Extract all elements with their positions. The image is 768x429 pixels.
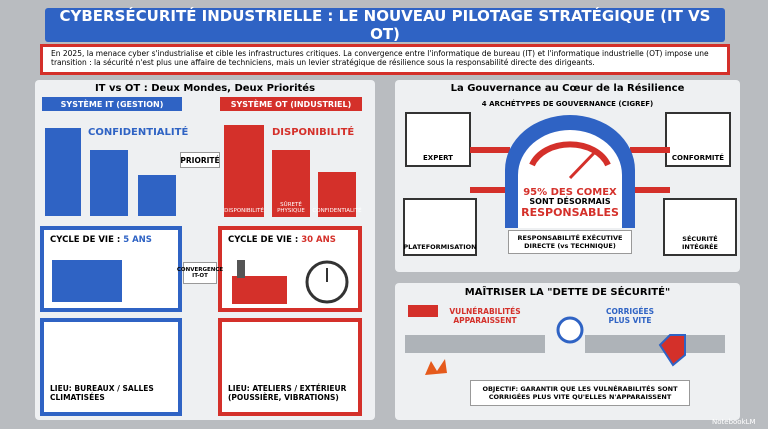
ot-location: LIEU: ATELIERS / EXTÉRIEUR (POUSSIÈRE, V… [218, 318, 362, 416]
factory-icon [232, 260, 349, 304]
intro: En 2025, la menace cyber s'industrialise… [40, 44, 730, 75]
lifecycle-label: CYCLE DE VIE : [228, 235, 299, 245]
lifecycle-text: CYCLE DE VIE : 30 ANS [228, 235, 358, 245]
location-text: LIEU: ATELIERS / EXTÉRIEUR (POUSSIÈRE, V… [228, 384, 347, 402]
archetype: EXPERT [405, 112, 471, 167]
ot-priority: DISPONIBILITÉ [272, 127, 355, 138]
it-block [90, 150, 128, 216]
priority-label: PRIORITÉ [180, 152, 220, 168]
archetype: PLATEFORMISATION [403, 198, 477, 256]
lifecycle-label: CYCLE DE VIE : [50, 235, 121, 245]
title: CYBERSÉCURITÉ INDUSTRIELLE : LE NOUVEAU … [45, 7, 725, 43]
gauge-text: 95% DES COMEX SONT DÉSORMAIS RESPONSABLE… [518, 182, 622, 224]
gauge-line: SONT DÉSORMAIS [529, 197, 611, 207]
archetype: SÉCURITÉ INTÉGRÉE [663, 198, 737, 256]
pipes [405, 305, 725, 375]
ot-block: DISPONIBILITÉ [224, 125, 264, 217]
caption: RESPONSABILITÉ EXÉCUTIVE DIRECTE (vs TEC… [508, 230, 632, 254]
location-text: LIEU: BUREAUX / SALLES CLIMATISÉES [50, 384, 154, 402]
ot-lifecycle: CYCLE DE VIE : 30 ANS [218, 226, 362, 312]
subtitle: 4 ARCHÉTYPES DE GOUVERNANCE (CIGREF) [481, 100, 654, 108]
ot-block: CONFIDENTIALITÉ [312, 172, 362, 217]
gauge [470, 115, 670, 228]
gauge-line: 95% DES COMEX [523, 186, 617, 198]
archetype: CONFORMITÉ [665, 112, 731, 167]
gauge-line: RESPONSABLES [521, 205, 619, 219]
panel-title: MAÎTRISER LA "DETTE DE SÉCURITÉ" [464, 286, 671, 298]
it-location: LIEU: BUREAUX / SALLES CLIMATISÉES [40, 318, 182, 416]
panel-title: IT vs OT : Deux Mondes, Deux Priorités [94, 82, 316, 94]
it-priority: CONFIDENTIALITÉ [88, 127, 189, 138]
lifecycle-text: CYCLE DE VIE : 5 ANS [50, 235, 178, 245]
debt-left: VULNÉRABILITÉS APPARAISSENT [449, 307, 521, 325]
footer-brand: NotebookLM [712, 418, 756, 426]
lifecycle-value: 30 ANS [301, 235, 336, 245]
it-block [45, 128, 81, 216]
ot-label: SYSTÈME OT (INDUSTRIEL) [220, 97, 362, 111]
panel-title: La Gouvernance au Cœur de la Résilience [450, 83, 685, 94]
convergence: CONVERGENCE IT-OT [177, 262, 223, 284]
it-block [138, 175, 176, 216]
objective: OBJECTIF: GARANTIR QUE LES VULNÉRABILITÉ… [470, 380, 690, 406]
debt-right: CORRIGÉES PLUS VITE [605, 307, 655, 325]
it-lifecycle: CYCLE DE VIE : 5 ANS [40, 226, 182, 312]
lifecycle-value: 5 ANS [123, 235, 152, 245]
brick-icon [52, 260, 122, 302]
it-label: SYSTÈME IT (GESTION) [42, 97, 182, 111]
ot-block: SÛRETÉ PHYSIQUE [272, 150, 310, 217]
